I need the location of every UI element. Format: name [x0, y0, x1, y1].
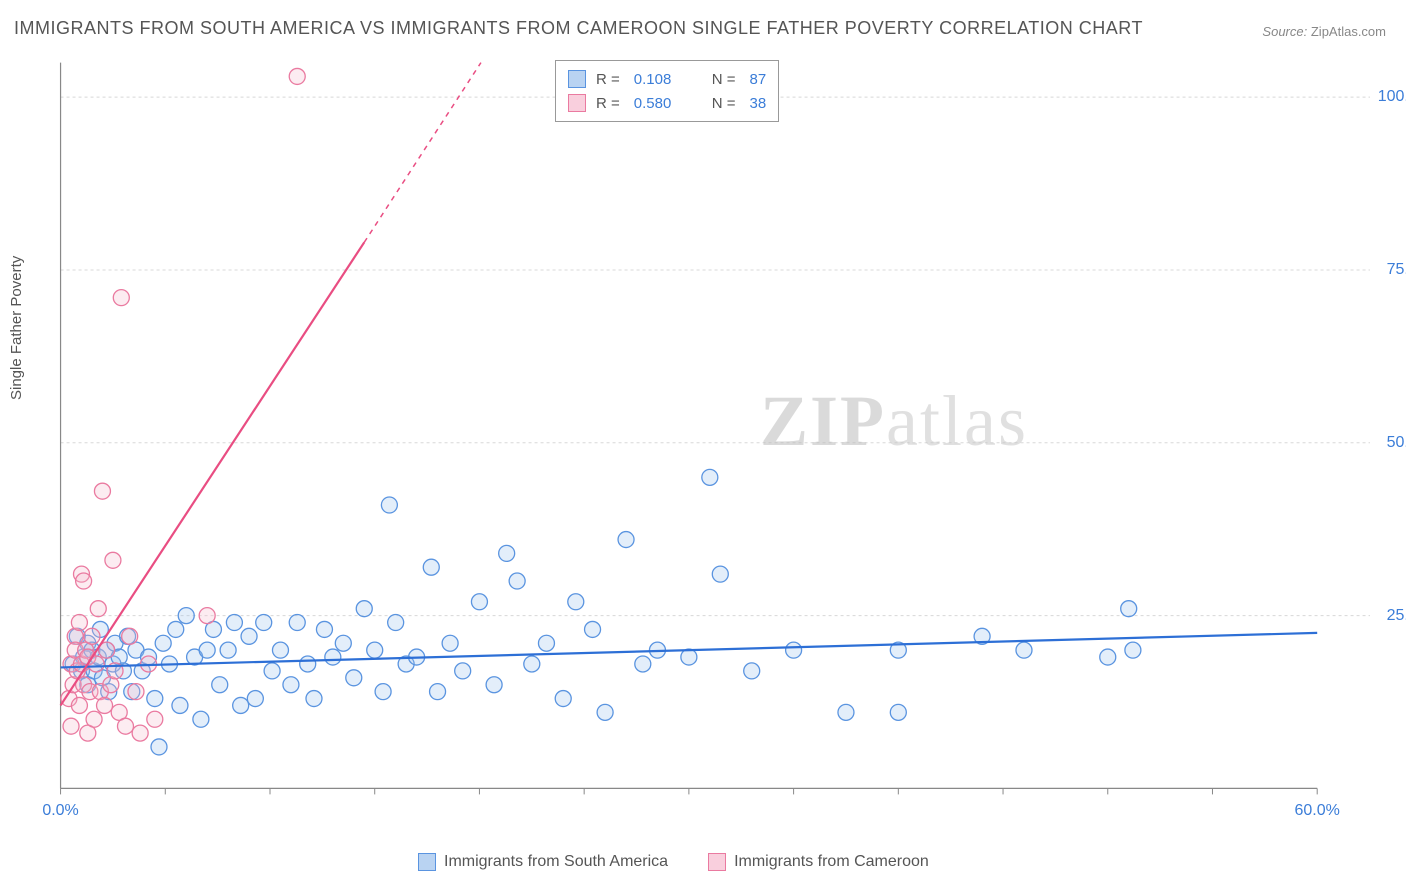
y-axis-label: Single Father Poverty: [8, 256, 25, 400]
source-value: ZipAtlas.com: [1311, 24, 1386, 39]
correlation-legend: R = 0.108 N = 87 R = 0.580 N = 38: [555, 60, 779, 122]
series-swatch: [708, 853, 726, 871]
source-label: Source:: [1262, 24, 1307, 39]
series-label: Immigrants from Cameroon: [734, 853, 929, 871]
legend-swatch: [568, 70, 586, 88]
legend-n-value: 87: [750, 71, 767, 88]
legend-r-label: R =: [596, 95, 620, 112]
series-label: Immigrants from South America: [444, 853, 668, 871]
y-tick-label: 25.0%: [1387, 607, 1406, 625]
scatter-plot: 25.0%50.0%75.0%100.0%: [50, 55, 1370, 815]
legend-n-label: N =: [712, 95, 736, 112]
legend-row: R = 0.580 N = 38: [568, 91, 766, 115]
source-attribution: Source: ZipAtlas.com: [1262, 24, 1386, 39]
x-tick-label: 0.0%: [42, 802, 78, 820]
legend-swatch: [568, 94, 586, 112]
series-legend: Immigrants from South America Immigrants …: [418, 853, 929, 871]
legend-row: R = 0.108 N = 87: [568, 67, 766, 91]
chart-title: IMMIGRANTS FROM SOUTH AMERICA VS IMMIGRA…: [14, 18, 1143, 39]
y-tick-label: 100.0%: [1378, 88, 1406, 106]
series-swatch: [418, 853, 436, 871]
legend-r-label: R =: [596, 71, 620, 88]
legend-n-value: 38: [750, 95, 767, 112]
x-tick-label: 60.0%: [1295, 802, 1340, 820]
legend-n-label: N =: [712, 71, 736, 88]
legend-r-value: 0.580: [634, 95, 688, 112]
legend-r-value: 0.108: [634, 71, 688, 88]
plot-svg: [50, 55, 1370, 815]
series-legend-item: Immigrants from South America: [418, 853, 668, 871]
y-tick-label: 50.0%: [1387, 434, 1406, 452]
series-legend-item: Immigrants from Cameroon: [708, 853, 929, 871]
y-tick-label: 75.0%: [1387, 261, 1406, 279]
